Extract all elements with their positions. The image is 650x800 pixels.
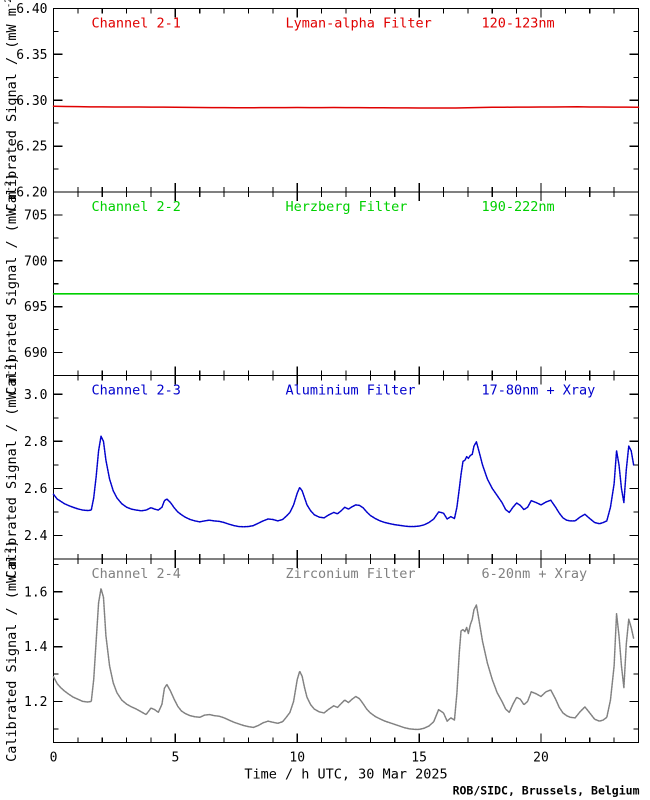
y-tick-label: 2.4 — [24, 529, 48, 544]
svg-text:Calibrated Signal / (mW m-2): Calibrated Signal / (mW m-2) — [4, 173, 20, 395]
y-tick-label: 1.6 — [24, 585, 47, 600]
panel-filter-label: Lyman-alpha Filter — [286, 16, 432, 32]
panel-band-label: 120-123nm — [482, 16, 555, 32]
panel-frame — [52, 7, 640, 193]
data-trace-channel-4 — [52, 587, 635, 731]
panel-frame — [52, 558, 640, 744]
panel-filter-label: Zirconium Filter — [286, 566, 416, 582]
y-tick-label: 6.35 — [16, 48, 47, 63]
y-tick-label: 705 — [24, 208, 47, 223]
x-tick-label: 10 — [289, 751, 305, 766]
panel-channel-label: Channel 2-2 — [92, 199, 181, 215]
y-tick-label: 2.6 — [24, 482, 47, 497]
panel-frame — [52, 191, 640, 377]
panel-channel-label: Channel 2-4 — [92, 566, 181, 582]
panel-band-label: 6-20nm + Xray — [482, 566, 588, 582]
data-trace-channel-1 — [52, 105, 640, 109]
svg-text:Calibrated Signal / (mW m-2): Calibrated Signal / (mW m-2) — [4, 356, 20, 578]
y-axis-title: Calibrated Signal / (mW m-2) — [4, 540, 20, 762]
y-tick-label: 3.0 — [24, 388, 47, 403]
y-tick-label: 1.4 — [24, 640, 48, 655]
panel-band-label: 17-80nm + Xray — [482, 383, 596, 399]
panel-frame — [52, 374, 640, 560]
y-tick-label: 695 — [24, 300, 47, 315]
y-tick-label: 2.8 — [24, 435, 47, 450]
y-axis-title: Calibrated Signal / (mW m-2) — [4, 173, 20, 395]
y-tick-label: 1.2 — [24, 695, 47, 710]
y-tick-label: 6.20 — [16, 186, 47, 201]
x-tick-label: 0 — [50, 751, 58, 766]
panel-4: 1.2 1.4 1.6 Calibrated Signal / (mW m-2) Cha… — [4, 540, 640, 762]
panel-channel-label: Channel 2-1 — [92, 16, 181, 32]
svg-text:Calibrated Signal / (mW m-2): Calibrated Signal / (mW m-2) — [4, 540, 20, 762]
panel-filter-label: Aluminium Filter — [286, 383, 416, 399]
x-axis-title: Time / h UTC, 30 Mar 2025 — [244, 767, 447, 783]
y-tick-label: 6.25 — [16, 140, 47, 155]
x-tick-label: 15 — [411, 751, 427, 766]
y-tick-label: 700 — [24, 254, 47, 269]
x-tick-label: 5 — [171, 751, 179, 766]
y-axis-title: Calibrated Signal / (mW m-2) — [4, 356, 20, 578]
y-tick-label: 690 — [24, 346, 47, 361]
panel-channel-label: Channel 2-3 — [92, 383, 181, 399]
y-tick-label: 6.40 — [16, 2, 47, 17]
credit-label: ROB/SIDC, Brussels, Belgium — [453, 784, 640, 798]
panel-filter-label: Herzberg Filter — [286, 199, 408, 215]
data-trace-channel-3 — [52, 435, 635, 528]
panel-band-label: 190-222nm — [482, 199, 555, 215]
x-tick-label: 20 — [533, 751, 549, 766]
y-axis-title: Calibrated Signal / (mW m-2) — [4, 0, 20, 211]
y-tick-label: 6.30 — [16, 94, 47, 109]
svg-text:Calibrated Signal / (mW m-2): Calibrated Signal / (mW m-2) — [4, 0, 20, 211]
panel-3: 2.4 2.6 2.8 3.0 Calibrated Signal / (mW m-2)… — [4, 356, 640, 578]
panel-2: 690 695 700 705 Calibrated Signal / (mW m-2)… — [4, 173, 640, 395]
